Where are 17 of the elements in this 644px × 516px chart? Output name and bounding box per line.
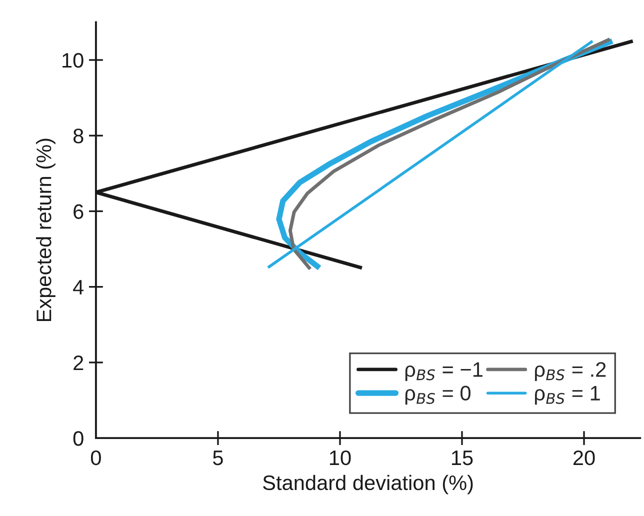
y-tick-label: 0 [73,431,84,446]
y-axis-title: Expected return (%) [36,138,56,322]
y-tick-label: 4 [73,280,84,294]
legend-label: ρ$_{BS}$ = −1 [405,362,482,382]
legend-label: ρ$_{BS}$ = 0 [405,386,470,405]
y-tick-label: 6 [74,204,84,219]
x-tick-label: 15 [452,450,473,466]
x-tick-label: 10 [330,450,351,466]
y-tick-label: 2 [74,355,84,370]
x-axis-title: Standard deviation (%) [263,474,473,494]
y-tick-label: 8 [73,128,84,144]
x-tick-label: 20 [573,450,595,466]
legend-label: ρ$_{BS}$ = 1 [535,386,600,405]
x-tick-label: 0 [90,450,101,466]
legend-label: ρ$_{BS}$ = .2 [535,362,606,382]
y-tick-label: 10 [62,53,84,68]
x-tick-label: 5 [213,450,223,466]
